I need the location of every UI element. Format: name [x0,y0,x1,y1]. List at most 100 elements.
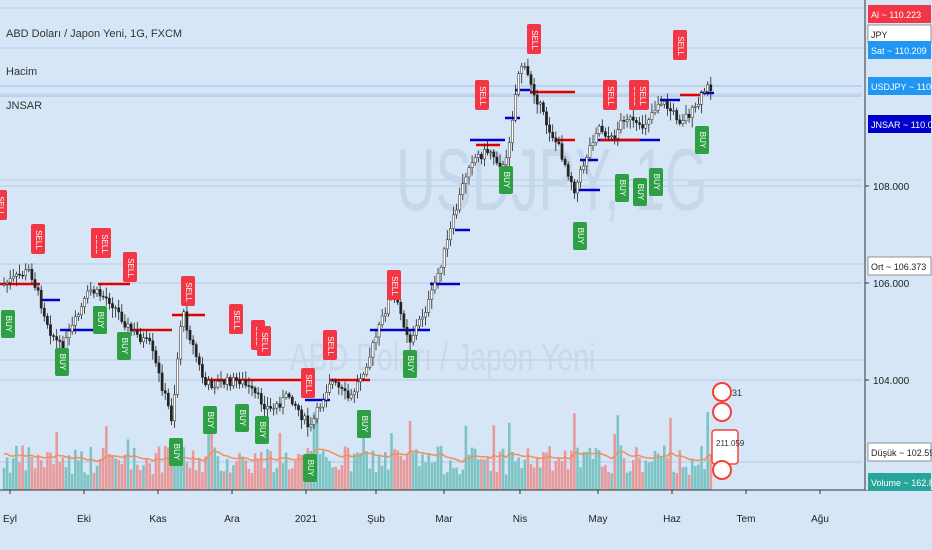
sell-signal[interactable] [301,368,315,398]
candle-body [563,159,567,165]
event-markers[interactable]: 31 211.059 [711,382,745,480]
candle-body [284,393,288,398]
candle-body [318,406,322,409]
price-tag-text: Sat ~ 110.209 [871,46,927,56]
volume-bar [495,471,499,490]
price-axis[interactable]: 104.000 106.000 108.000 [864,0,932,490]
candle-body [117,307,121,313]
buy-signal[interactable] [403,350,417,378]
price-tag-text: Düşük ~ 102.591 [871,448,932,458]
event-icon[interactable] [712,382,732,402]
buy-signal[interactable] [255,416,269,444]
event-icon[interactable] [712,402,732,422]
time-tick-label: Tem [737,514,756,525]
sell-signal[interactable] [97,228,111,258]
sell-signal[interactable] [31,224,45,254]
candle-body [374,336,378,344]
volume-bar [70,473,74,490]
buy-signal[interactable] [573,222,587,250]
volume-bar [160,472,164,490]
candle-body [489,151,493,154]
volume-bar [529,463,533,490]
candle-body [139,334,142,342]
volume-bar [145,458,148,490]
buy-signal[interactable] [615,174,629,202]
sell-signal[interactable] [229,304,243,334]
price-tag [868,5,931,23]
buy-signal[interactable] [117,332,131,360]
volume-bar [526,448,530,490]
sell-signal[interactable] [257,326,271,356]
sell-signal[interactable] [527,24,541,54]
volume-bar [284,452,288,490]
buy-signal[interactable] [633,178,647,206]
candle-body [244,379,248,386]
buy-signal[interactable] [55,348,69,376]
sell-signal[interactable] [123,252,137,282]
buy-signal[interactable] [649,168,663,196]
sell-signal[interactable] [475,80,489,110]
sell-signal-label: SELL [390,276,399,296]
buy-signal[interactable] [695,126,709,154]
candle-body [449,228,452,240]
price-tag-text: JNSAR ~ 110.000 [871,120,932,130]
buy-signal[interactable] [1,310,15,338]
candle-body [659,103,663,106]
event-icon[interactable] [712,460,732,480]
volume-bar [49,452,52,490]
buy-signal[interactable] [93,306,107,334]
indicator-legend[interactable]: JNSAR [6,100,43,112]
candle-body [86,290,90,299]
candle-body [352,391,356,396]
candle-body [517,73,520,95]
sell-signal-label: SELL [606,86,615,106]
candle-body [8,278,12,283]
sell-signal[interactable] [0,190,7,220]
buy-signal[interactable] [203,406,217,434]
volume-bar [52,464,55,490]
buy-signal[interactable] [235,404,249,432]
volume-bar [570,450,573,490]
buy-signal[interactable] [303,454,317,482]
candle-body [207,380,210,386]
sell-signal[interactable] [673,30,687,60]
time-axis[interactable]: Eyl Eki Kas Ara 2021 Şub Mar Nis May Haz Tem Ağu [0,489,932,550]
volume-bar [266,448,269,490]
sell-signal[interactable] [323,330,337,360]
candle-body [111,303,114,309]
volume-bar [8,472,12,490]
volume-legend[interactable]: Hacim [6,66,38,78]
sell-signal[interactable] [635,80,649,110]
sell-signal[interactable] [387,270,401,300]
candle-body [238,379,241,385]
candle-body [325,392,328,401]
candle-body [700,92,703,105]
candle-body [259,393,263,405]
candle-body [108,297,111,304]
buy-signal[interactable] [357,410,371,438]
sell-signal[interactable] [603,80,617,110]
candle-body [635,120,638,123]
buy-signal[interactable] [499,166,513,194]
candle-body [160,372,164,391]
sell-signal[interactable] [181,276,195,306]
volume-bar [517,457,520,490]
candle-body [455,209,458,216]
volume-bar [24,470,27,490]
candle-body [405,327,409,335]
candle-body [442,248,446,268]
candle-body [272,407,276,410]
buy-signal[interactable] [169,438,183,466]
candle-body [18,273,21,276]
volume-bar [442,474,446,490]
candle-body [436,272,440,284]
candle-body [241,379,245,385]
symbol-legend[interactable]: ABD Doları / Japon Yeni, 1G, FXCM [6,28,183,40]
candle-body [228,377,232,387]
candle-body [98,289,102,297]
sell-signal-label: SELL [34,230,43,250]
candle-body [560,143,564,160]
candle-body [368,356,372,368]
